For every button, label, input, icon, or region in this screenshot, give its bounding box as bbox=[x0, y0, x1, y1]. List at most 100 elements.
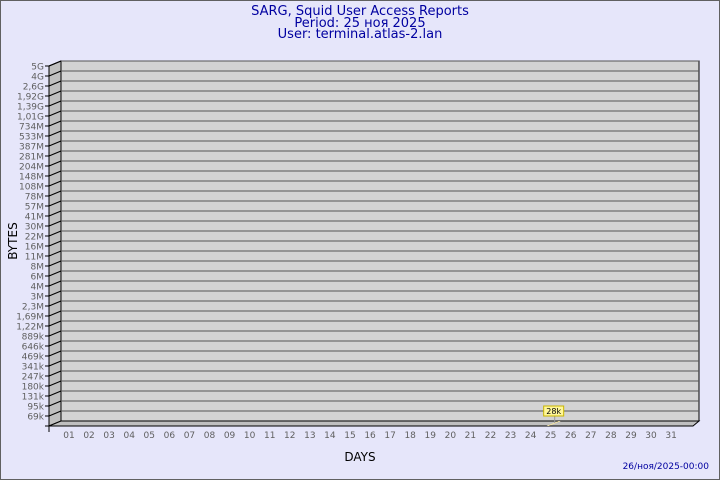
y-tick-label: 646k bbox=[22, 343, 45, 353]
x-tick-label: 25 bbox=[545, 431, 556, 441]
x-tick-label: 15 bbox=[344, 431, 355, 441]
grid-depth-line bbox=[48, 60, 62, 67]
y-tick-label: 469k bbox=[22, 353, 45, 363]
grid-depth-line bbox=[48, 180, 62, 187]
grid-depth-line bbox=[48, 330, 62, 337]
x-tick-label: 20 bbox=[445, 431, 457, 441]
y-tick-label: 22M bbox=[25, 233, 44, 243]
grid-depth-line bbox=[48, 100, 62, 107]
y-tick-label: 57M bbox=[25, 203, 44, 213]
y-tick-label: 16M bbox=[25, 243, 44, 253]
y-tick-label: 4M bbox=[31, 283, 45, 293]
x-tick-label: 09 bbox=[224, 431, 236, 441]
grid-depth-line bbox=[48, 130, 62, 137]
x-tick-label: 27 bbox=[585, 431, 596, 441]
grid-depth-line bbox=[48, 360, 62, 367]
x-tick-label: 16 bbox=[364, 431, 376, 441]
x-tick-label: 06 bbox=[164, 431, 176, 441]
x-tick-label: 31 bbox=[665, 431, 676, 441]
y-tick-label: 41M bbox=[25, 213, 44, 223]
y-tick-label: 131k bbox=[22, 393, 45, 403]
y-tick-label: 387M bbox=[19, 143, 44, 153]
data-label: 28k bbox=[546, 407, 561, 416]
grid-depth-line bbox=[48, 140, 62, 147]
y-tick-label: 1,92G bbox=[17, 93, 44, 103]
grid-depth-line bbox=[48, 250, 62, 257]
x-tick-label: 05 bbox=[144, 431, 155, 441]
y-tick-label: 1,39G bbox=[17, 103, 44, 113]
x-tick-label: 29 bbox=[625, 431, 637, 441]
y-tick-label: 3M bbox=[31, 293, 45, 303]
y-tick-label: 69k bbox=[27, 413, 44, 423]
y-tick-label: 1,22M bbox=[16, 323, 44, 333]
y-tick-label: 341k bbox=[22, 363, 45, 373]
x-tick-label: 28 bbox=[605, 431, 617, 441]
x-tick-label: 21 bbox=[465, 431, 476, 441]
grid-depth-line bbox=[48, 340, 62, 347]
grid-depth-line bbox=[48, 410, 62, 417]
grid-depth-line bbox=[48, 190, 62, 197]
y-tick-label: 4G bbox=[31, 73, 44, 83]
grid-depth-line bbox=[48, 320, 62, 327]
x-tick-label: 18 bbox=[404, 431, 416, 441]
grid-depth-line bbox=[48, 380, 62, 387]
y-tick-label: 247k bbox=[22, 373, 45, 383]
bar-day-25 bbox=[546, 421, 561, 426]
x-tick-label: 10 bbox=[244, 431, 256, 441]
report-timestamp: 26/ноя/2025-00:00 bbox=[622, 462, 709, 472]
x-tick-label: 01 bbox=[63, 431, 74, 441]
y-tick-label: 281M bbox=[19, 153, 44, 163]
y-tick-label: 180k bbox=[22, 383, 45, 393]
grid-depth-line bbox=[48, 370, 62, 377]
x-tick-label: 08 bbox=[204, 431, 216, 441]
y-tick-label: 6M bbox=[31, 273, 45, 283]
y-tick-label: 2,3M bbox=[22, 303, 44, 313]
y-tick-label: 148M bbox=[19, 173, 44, 183]
x-tick-label: 19 bbox=[425, 431, 437, 441]
grid-depth-line bbox=[48, 400, 62, 407]
data-label-box bbox=[543, 405, 565, 417]
grid-depth-line bbox=[48, 90, 62, 97]
grid-depth-line bbox=[48, 310, 62, 317]
grid-depth-line bbox=[48, 160, 62, 167]
x-tick-label: 24 bbox=[525, 431, 537, 441]
grid-depth-line bbox=[48, 150, 62, 157]
y-tick-label: 11M bbox=[25, 253, 44, 263]
x-tick-label: 23 bbox=[505, 431, 516, 441]
floor bbox=[48, 420, 701, 427]
x-tick-label: 22 bbox=[485, 431, 496, 441]
y-tick-label: 204M bbox=[19, 163, 44, 173]
y-tick-label: 8M bbox=[31, 263, 45, 273]
chart-user: User: terminal.atlas-2.lan bbox=[277, 27, 443, 42]
grid-depth-line bbox=[48, 200, 62, 207]
y-tick-label: 95k bbox=[27, 403, 44, 413]
y-tick-label: 108M bbox=[19, 183, 44, 193]
grid-depth-line bbox=[48, 280, 62, 287]
x-tick-label: 26 bbox=[565, 431, 577, 441]
y-axis-label: BYTES bbox=[6, 222, 20, 259]
grid-depth-line bbox=[48, 70, 62, 77]
grid-depth-line bbox=[48, 170, 62, 177]
x-tick-label: 14 bbox=[324, 431, 336, 441]
grid-depth-line bbox=[48, 80, 62, 87]
x-tick-label: 11 bbox=[264, 431, 275, 441]
x-tick-label: 13 bbox=[304, 431, 315, 441]
grid-depth-line bbox=[48, 260, 62, 267]
grid-depth-line bbox=[48, 350, 62, 357]
grid-depth-line bbox=[48, 110, 62, 117]
x-tick-label: 02 bbox=[83, 431, 94, 441]
y-tick-label: 78M bbox=[25, 193, 44, 203]
grid-depth-line bbox=[48, 290, 62, 297]
y-tick-label: 5G bbox=[31, 63, 44, 73]
grid-depth-line bbox=[48, 270, 62, 277]
y-tick-label: 533M bbox=[19, 133, 44, 143]
x-tick-label: 17 bbox=[384, 431, 395, 441]
y-tick-label: 1,69M bbox=[16, 313, 44, 323]
y-tick-label: 734M bbox=[19, 123, 44, 133]
grid-depth-line bbox=[48, 300, 62, 307]
grid-depth-line bbox=[48, 210, 62, 217]
y-tick-label: 2,6G bbox=[23, 83, 44, 93]
y-tick-label: 1,01G bbox=[17, 113, 44, 123]
